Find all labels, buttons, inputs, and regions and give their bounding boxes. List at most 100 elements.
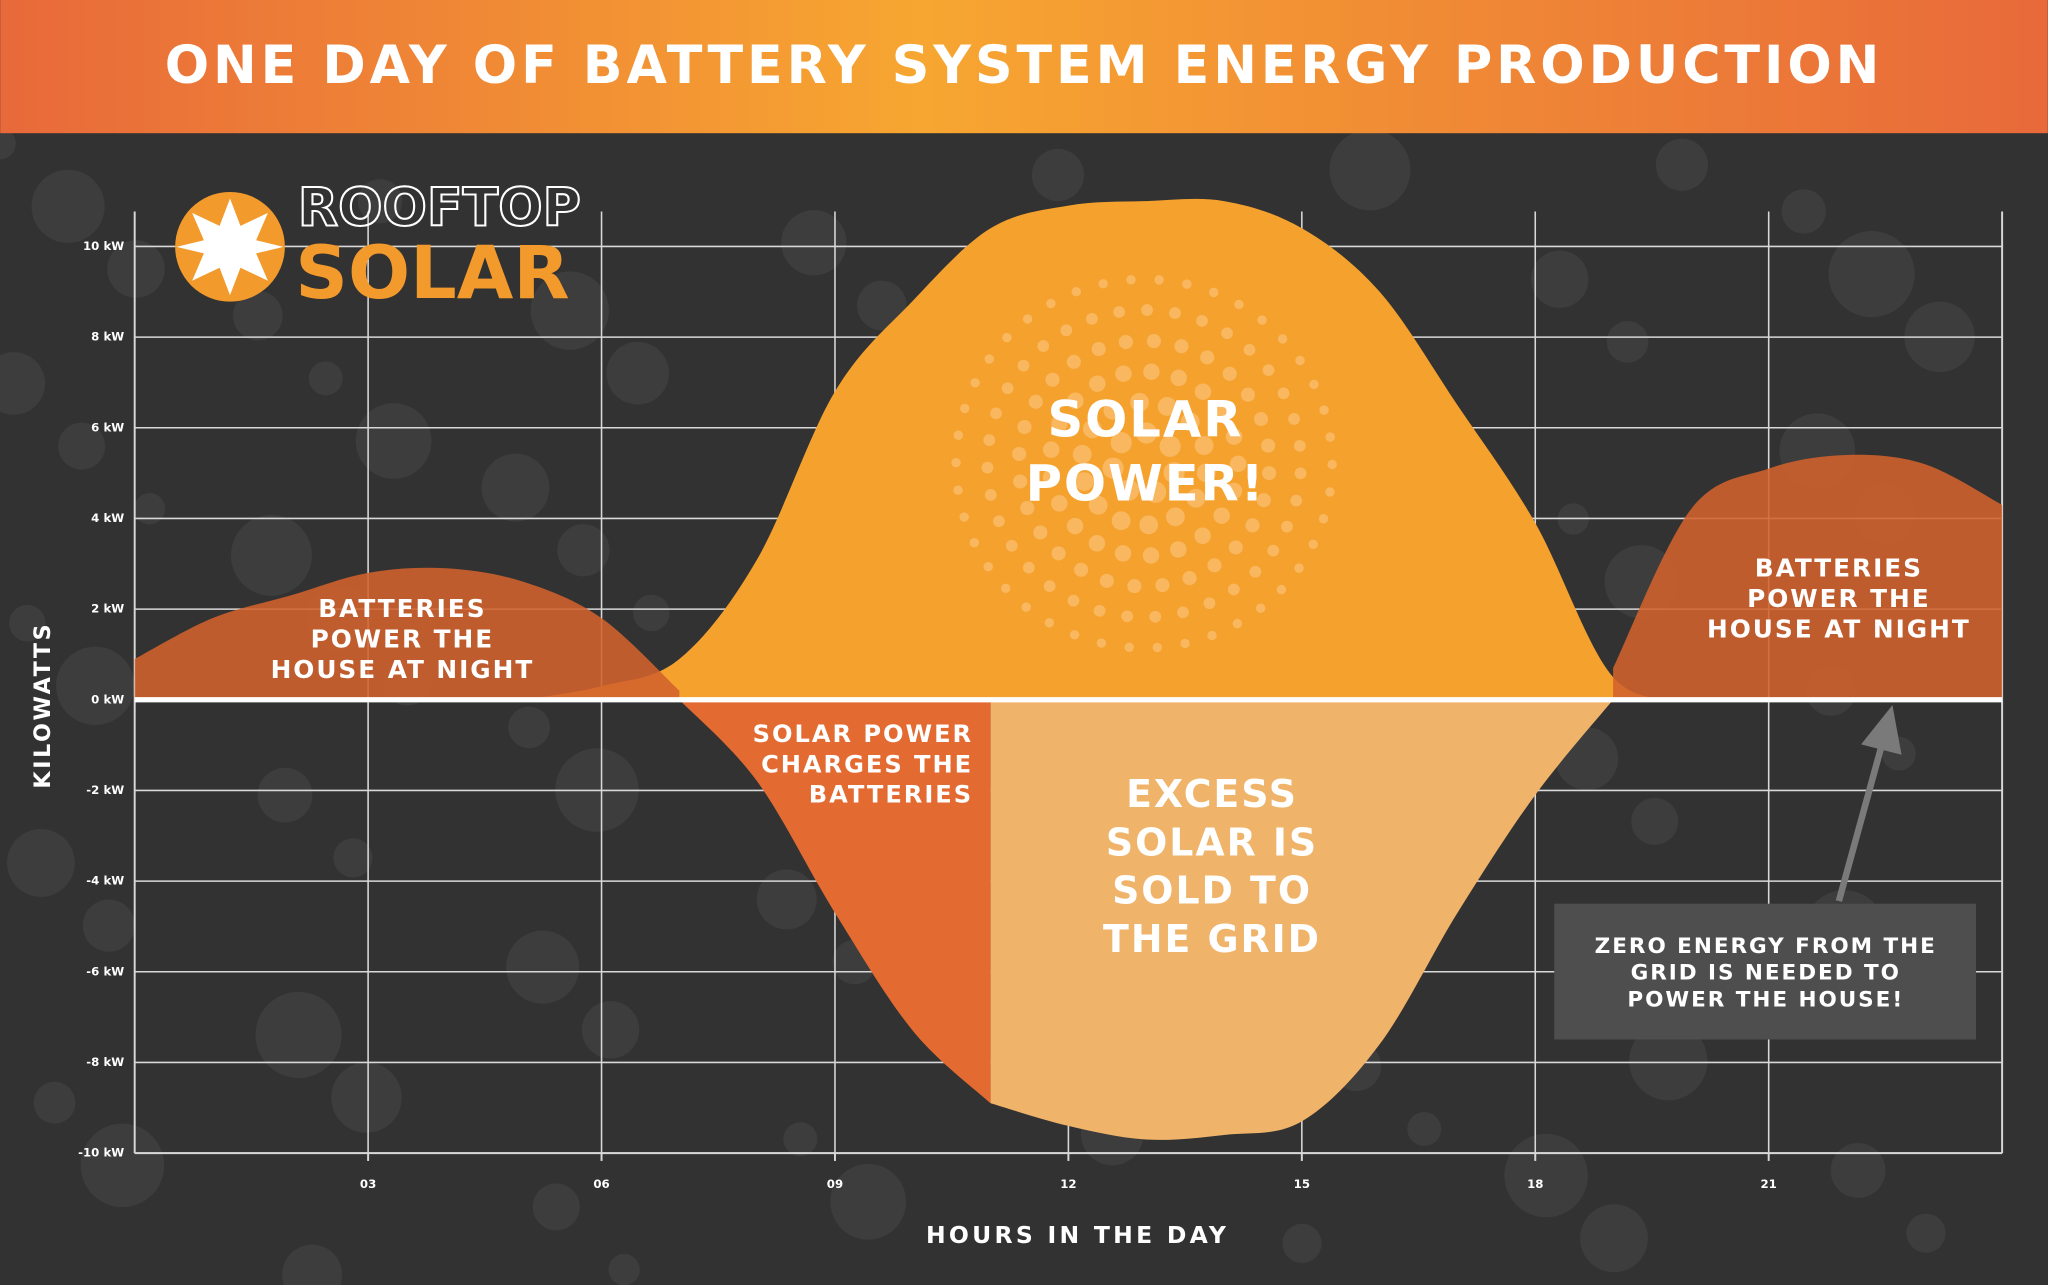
- annotation-line: POWER THE HOUSE!: [1627, 987, 1904, 1012]
- sun-dot: [1042, 441, 1060, 458]
- y-tick-label: 4 kW: [91, 511, 124, 525]
- sun-dot: [1170, 369, 1187, 387]
- sun-dot: [1074, 562, 1089, 577]
- y-tick-label: 0 kW: [91, 692, 124, 706]
- sun-dot: [1257, 315, 1267, 325]
- sun-dot: [1155, 578, 1170, 593]
- pattern-dot: [1282, 1223, 1322, 1263]
- sun-dot: [1130, 392, 1149, 412]
- pattern-dot: [355, 403, 432, 479]
- sun-dot: [1143, 363, 1160, 380]
- sun-dot: [1208, 287, 1219, 298]
- y-tick-label: 2 kW: [91, 602, 124, 616]
- sun-dot: [1293, 439, 1306, 452]
- pattern-dot: [255, 991, 342, 1079]
- pattern-dot: [282, 1244, 343, 1285]
- annotation-line: BATTERIES: [318, 594, 486, 623]
- sun-dot: [1102, 457, 1124, 479]
- sun-dot: [1163, 462, 1185, 484]
- annotation-line: POWER!: [1026, 455, 1266, 513]
- sun-dot: [1114, 545, 1132, 562]
- sun-dot: [1127, 579, 1142, 594]
- sun-dot: [1103, 400, 1123, 420]
- sun-dot: [1159, 435, 1181, 457]
- sun-dot: [1044, 618, 1055, 628]
- sun-dot: [1001, 382, 1014, 395]
- sun-dot: [1325, 432, 1335, 442]
- sun-dot: [1012, 446, 1027, 462]
- sun-dot: [1067, 594, 1080, 607]
- sun-dot: [1113, 306, 1125, 318]
- y-tick-label: -8 kW: [86, 1055, 124, 1069]
- annotation-line: POWER THE: [1747, 584, 1931, 613]
- x-tick-label: 03: [360, 1177, 376, 1191]
- pattern-dot: [1906, 1213, 1946, 1253]
- annotation-line: EXCESS: [1126, 772, 1298, 816]
- sun-dot: [1281, 520, 1293, 533]
- sun-dot: [1240, 387, 1256, 402]
- sun-dot: [1276, 584, 1287, 595]
- sun-dot: [1207, 630, 1217, 641]
- pattern-dot: [80, 1123, 165, 1208]
- sun-dot: [1066, 354, 1081, 369]
- sun-dot: [1267, 544, 1280, 557]
- sun-dot: [1146, 334, 1161, 349]
- sun-dot: [1022, 561, 1035, 574]
- pattern-dot: [1031, 148, 1085, 202]
- sun-dot: [1028, 394, 1043, 409]
- pattern-dot: [581, 1001, 640, 1059]
- sun-dot: [1295, 355, 1305, 366]
- pattern-dot: [31, 169, 105, 243]
- pattern-dot: [781, 210, 847, 276]
- sun-dot: [970, 378, 980, 388]
- pattern-dot: [308, 361, 343, 396]
- pattern-dot: [481, 453, 550, 522]
- sun-dot: [1069, 630, 1080, 640]
- sun-dot: [1091, 342, 1106, 357]
- pattern-dot: [333, 838, 373, 878]
- sun-dot: [1096, 638, 1107, 648]
- annotation-line: SOLAR: [1047, 391, 1243, 449]
- sun-dot: [1194, 436, 1214, 455]
- sun-dot: [1245, 518, 1260, 533]
- sun-dot: [1294, 563, 1304, 573]
- sun-dot: [1227, 583, 1240, 596]
- pattern-dot: [82, 899, 135, 952]
- annotation-line: BATTERIES: [1755, 553, 1923, 582]
- sun-dot: [1213, 507, 1230, 524]
- sun-dot: [1111, 511, 1131, 531]
- sun-dot: [1020, 501, 1035, 516]
- pattern-dot: [1655, 138, 1709, 191]
- sun-dot: [1261, 438, 1276, 453]
- area: [134, 454, 2003, 700]
- sun-dot: [1043, 580, 1056, 592]
- y-tick-label: -10 kW: [78, 1146, 124, 1160]
- sun-dot: [1066, 517, 1084, 535]
- sun-dot: [1203, 597, 1216, 610]
- pattern-dot: [33, 1081, 76, 1124]
- x-axis-label: HOURS IN THE DAY: [926, 1221, 1229, 1249]
- sun-dot: [1262, 364, 1275, 377]
- logo-line2: SOLAR: [295, 231, 569, 316]
- sun-dot: [1225, 428, 1243, 445]
- sun-dot: [1249, 565, 1262, 578]
- sun-dot: [1308, 539, 1318, 550]
- annotation-line: SOLAR IS: [1106, 820, 1318, 864]
- sun-dot: [1165, 507, 1185, 527]
- sun-dot: [1033, 525, 1048, 540]
- sun-dot: [1021, 602, 1031, 612]
- sun-dot: [1051, 495, 1068, 512]
- sun-dot: [984, 354, 994, 364]
- sun-dot: [983, 561, 993, 572]
- sun-dot: [1046, 298, 1056, 309]
- sun-dot: [1126, 275, 1136, 285]
- sun-dot: [1152, 642, 1162, 653]
- annotation-line: HOUSE AT NIGHT: [1707, 615, 1971, 644]
- sun-dot: [1083, 419, 1102, 439]
- sun-dot: [1037, 340, 1050, 352]
- sun-dot: [1045, 372, 1060, 387]
- note-box: [1554, 903, 1976, 1040]
- x-tick-label: 21: [1761, 1177, 1777, 1191]
- y-axis-label: KILOWATTS: [30, 622, 56, 789]
